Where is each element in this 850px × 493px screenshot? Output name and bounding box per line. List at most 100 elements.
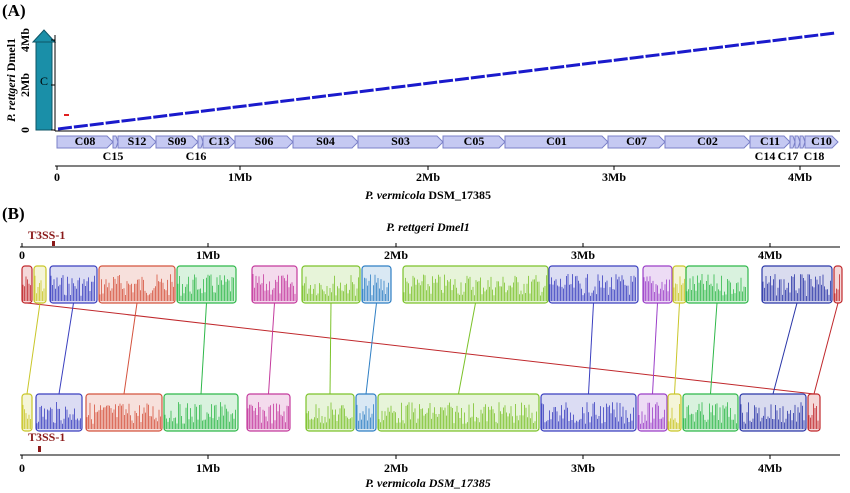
y-tick-label: 2Mb — [18, 73, 32, 97]
contig-label: S06 — [255, 134, 274, 148]
contig — [234, 135, 294, 149]
synteny-link — [200, 302, 207, 395]
top-marker: T3SS-1 — [28, 228, 65, 242]
bottom-tick-label: 4Mb — [758, 461, 782, 475]
coverage — [356, 404, 374, 429]
dot-plot-red — [64, 114, 69, 116]
coverage — [686, 274, 746, 301]
coverage — [50, 275, 95, 301]
y-tick-label: 0 — [18, 127, 32, 133]
contig-label: C02 — [697, 134, 718, 148]
synteny-link — [123, 302, 138, 395]
bottom-tick-label: 2Mb — [384, 461, 408, 475]
synteny-link — [58, 302, 74, 395]
coverage — [808, 403, 819, 429]
contig-label: C10 — [811, 134, 832, 148]
contig-label: C14 — [755, 149, 776, 163]
panel-label: (A) — [2, 1, 26, 20]
top-tick-label: 3Mb — [571, 248, 595, 262]
synteny-link — [588, 302, 594, 395]
contig — [664, 135, 751, 149]
ring-label: C — [40, 74, 48, 88]
y-axis-title: P. rettgeri Dmel1 — [4, 38, 18, 122]
synteny-link — [329, 302, 332, 395]
contig-label: C18 — [804, 149, 825, 163]
contig-label: C05 — [464, 134, 485, 148]
synteny-link — [26, 302, 41, 395]
coverage — [643, 276, 670, 301]
contig — [789, 135, 796, 149]
coverage — [99, 274, 174, 301]
top-title: P. rettgeri Dmel1 — [386, 220, 469, 234]
top-tick-label: 2Mb — [384, 248, 408, 262]
coverage — [306, 402, 353, 429]
coverage — [740, 402, 805, 429]
x-axis-title: P. vermicola DSM_17385 — [365, 188, 491, 202]
coverage — [673, 276, 685, 301]
contig-label: S09 — [168, 134, 187, 148]
coverage — [362, 274, 389, 301]
contig-label: C16 — [186, 149, 207, 163]
marker-tick — [52, 241, 55, 246]
bottom-marker: T3SS-1 — [28, 430, 65, 444]
contig — [202, 135, 236, 149]
coverage — [252, 274, 296, 301]
x-title-rest: DSM_17385 — [425, 188, 491, 202]
synteny-link — [813, 302, 839, 395]
dot-plot — [57, 31, 836, 131]
contig — [357, 135, 444, 149]
panel-label: (B) — [2, 204, 25, 223]
contig — [504, 135, 609, 149]
contig — [607, 135, 666, 149]
contig-label: C01 — [546, 134, 567, 148]
coverage — [86, 402, 161, 429]
bottom-tick-label: 0 — [19, 461, 25, 475]
synteny-link — [458, 302, 476, 395]
bottom-title: P. vermicola DSM_17385 — [365, 476, 490, 490]
y-title-rest: Dmel1 — [4, 38, 18, 74]
contig — [804, 135, 839, 149]
top-tick-label: 4Mb — [758, 248, 782, 262]
coverage — [177, 274, 234, 301]
contig-label: S03 — [391, 134, 410, 148]
coverage — [36, 402, 81, 429]
coverage — [378, 402, 537, 429]
synteny-block — [667, 393, 682, 432]
x-title-italic: P. vermicola — [365, 188, 425, 202]
coverage — [403, 274, 547, 301]
bottom-tick-label: 1Mb — [196, 461, 220, 475]
coverage — [34, 275, 45, 301]
contig — [799, 135, 806, 149]
y-title-italic: P. rettgeri — [4, 74, 18, 122]
coverage — [638, 402, 665, 429]
contig — [794, 135, 801, 149]
top-tick-label: 0 — [19, 248, 25, 262]
coverage — [762, 274, 831, 301]
coverage — [541, 402, 634, 429]
synteny-link — [674, 302, 680, 395]
contig — [155, 135, 199, 149]
x-tick-label: 4Mb — [788, 170, 812, 184]
coverage — [22, 404, 31, 429]
coverage — [834, 274, 840, 301]
coverage — [668, 404, 680, 429]
coverage — [683, 402, 737, 429]
contig-label: S12 — [128, 134, 147, 148]
coverage — [247, 402, 289, 429]
coverage — [549, 274, 636, 301]
contig — [117, 135, 157, 149]
y-tick-label: 4Mb — [18, 28, 32, 52]
contig — [292, 135, 359, 149]
synteny-link — [26, 302, 815, 395]
contig — [112, 135, 119, 149]
coverage — [164, 402, 236, 429]
contig — [56, 135, 114, 149]
synteny-link — [710, 302, 718, 395]
synteny-link — [365, 302, 377, 395]
x-tick-label: 2Mb — [416, 170, 440, 184]
coverage — [22, 276, 31, 301]
contig — [749, 135, 791, 149]
contig-label: C08 — [75, 134, 96, 148]
contig-label: C13 — [209, 134, 230, 148]
